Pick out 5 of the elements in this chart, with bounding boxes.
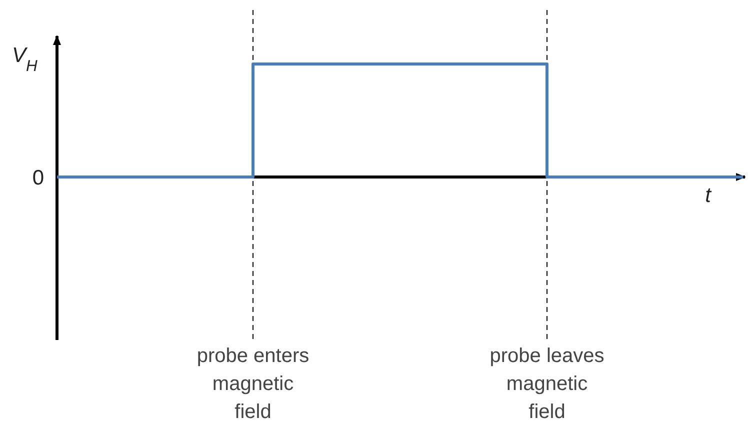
- x-tick-label: probe leaves magnetic field: [490, 345, 604, 423]
- x-axis-title: t: [705, 184, 712, 207]
- y-axis-title: V$_{H}$: [12, 44, 38, 74]
- text: 0: [32, 166, 44, 190]
- x-tick-label: probe enters magnetic field: [196, 345, 310, 423]
